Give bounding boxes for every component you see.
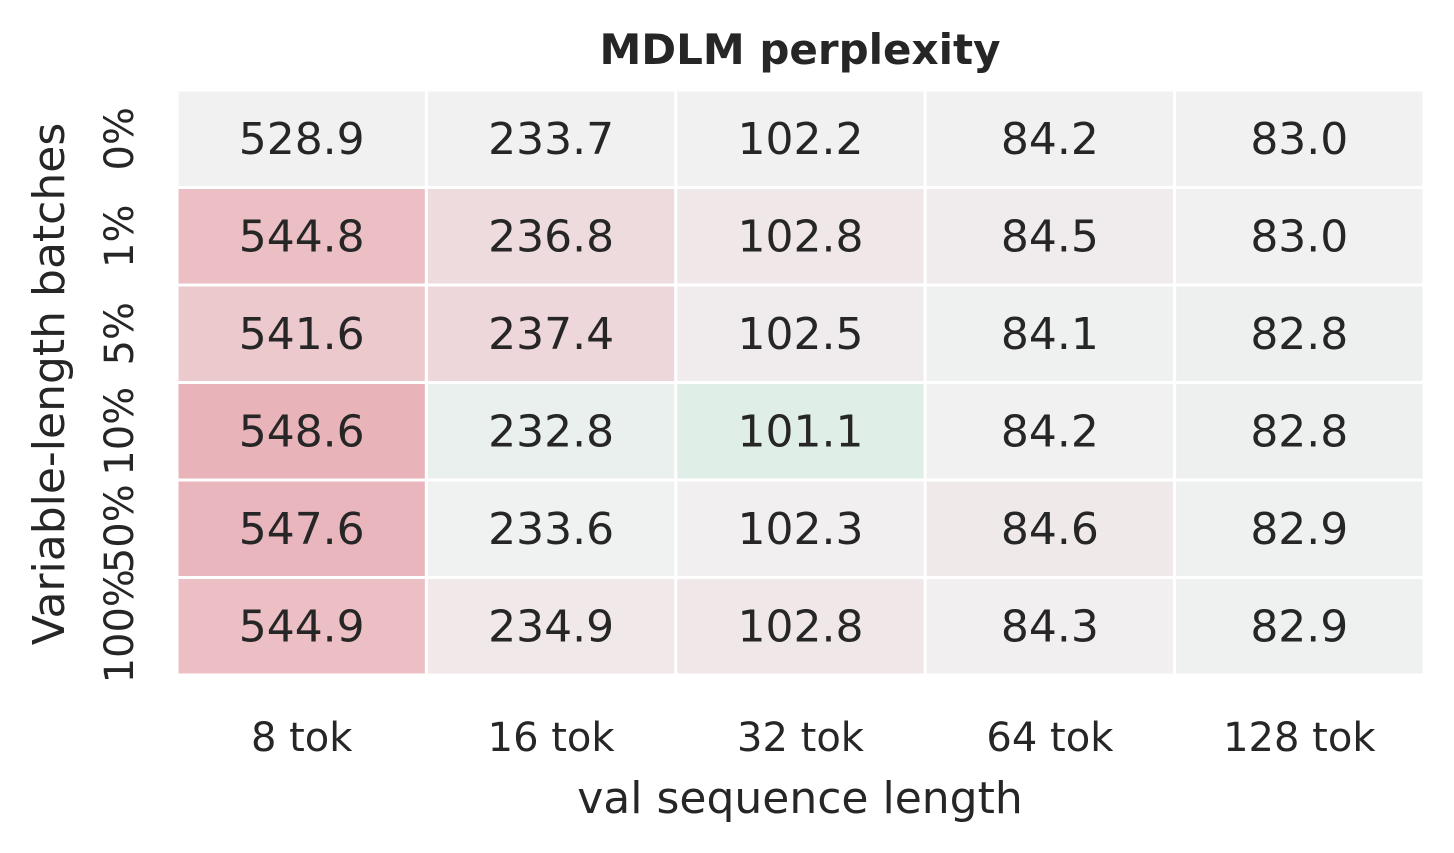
cell-value-label: 82.8 [1250, 406, 1348, 457]
cell-value-label: 548.6 [239, 406, 365, 457]
cell-value-label: 84.2 [1001, 114, 1099, 165]
cell-value-label: 102.8 [738, 211, 864, 262]
cell-value-label: 544.8 [239, 211, 365, 262]
heatmap-cell [175, 381, 428, 482]
cell-value-label: 237.4 [488, 309, 614, 360]
cell-value-label: 84.6 [1001, 504, 1099, 555]
x-axis-label: val sequence length [577, 773, 1022, 824]
cell-value-label: 102.3 [738, 504, 864, 555]
cell-value-label: 233.6 [488, 504, 614, 555]
cell-value-label: 236.8 [488, 211, 614, 262]
heatmap-cell [424, 381, 678, 482]
y-tick-label: 0% [97, 107, 143, 170]
cell-value-label: 528.9 [239, 114, 365, 165]
cell-value-label: 84.2 [1001, 406, 1099, 457]
cell-value-label: 82.9 [1250, 601, 1348, 652]
heatmap-cell [424, 88, 678, 189]
cell-value-label: 233.7 [488, 114, 614, 165]
heatmap-cell [1173, 381, 1426, 482]
chart-title: MDLM perplexity [600, 25, 1001, 74]
heatmap-cell [674, 381, 927, 482]
y-tick-label: 10% [97, 387, 143, 476]
cell-value-label: 232.8 [488, 406, 614, 457]
heatmap-cell [175, 186, 428, 287]
y-tick-labels: 0% 1% 5% 10% 50%100% [97, 107, 143, 683]
cell-value-label: 83.0 [1250, 211, 1348, 262]
y-tick-label: 100% [97, 569, 143, 683]
x-tick-label: 16 tok [488, 715, 616, 761]
heatmap-cell [674, 88, 927, 189]
heatmap-cell [674, 478, 927, 579]
heatmap-cell [1173, 576, 1426, 677]
x-tick-label: 8 tok [251, 715, 353, 761]
x-tick-label: 64 tok [986, 715, 1114, 761]
y-tick-label: 1% [97, 205, 143, 268]
heatmap-cell [175, 478, 428, 579]
cell-value-label: 82.9 [1250, 504, 1348, 555]
y-tick-label: 5% [97, 302, 143, 365]
heatmap-cell [175, 88, 428, 189]
cell-value-label: 102.8 [738, 601, 864, 652]
cell-value-label: 541.6 [239, 309, 365, 360]
y-tick-label: 50% [97, 484, 143, 573]
heatmap-cell [424, 478, 678, 579]
heatmap-cells: 528.9 233.7 102.2 84.2 83.0 544.8 236.8 102.8 84… [175, 88, 1426, 677]
cell-value-label: 84.3 [1001, 601, 1099, 652]
cell-value-label: 547.6 [239, 504, 365, 555]
x-tick-labels: 8 tok 16 tok 32 tok 64 tok 128 tok [251, 715, 1376, 761]
heatmap-cell [923, 381, 1177, 482]
cell-value-label: 102.5 [738, 309, 864, 360]
cell-value-label: 84.5 [1001, 211, 1099, 262]
cell-value-label: 234.9 [488, 601, 614, 652]
cell-value-label: 83.0 [1250, 114, 1348, 165]
heatmap-cell [923, 576, 1177, 677]
heatmap-cell [424, 283, 678, 384]
heatmap-cell [674, 186, 927, 287]
heatmap-cell [1173, 186, 1426, 287]
heatmap-cell [674, 576, 927, 677]
x-tick-label: 32 tok [737, 715, 865, 761]
cell-value-label: 544.9 [239, 601, 365, 652]
y-axis-label: Variable-length batches [24, 123, 75, 645]
heatmap-cell [923, 283, 1177, 384]
x-tick-label: 128 tok [1223, 715, 1376, 761]
heatmap-cell [424, 576, 678, 677]
cell-value-label: 101.1 [738, 406, 864, 457]
cell-value-label: 82.8 [1250, 309, 1348, 360]
cell-value-label: 102.2 [738, 114, 864, 165]
cell-value-label: 84.1 [1001, 309, 1099, 360]
